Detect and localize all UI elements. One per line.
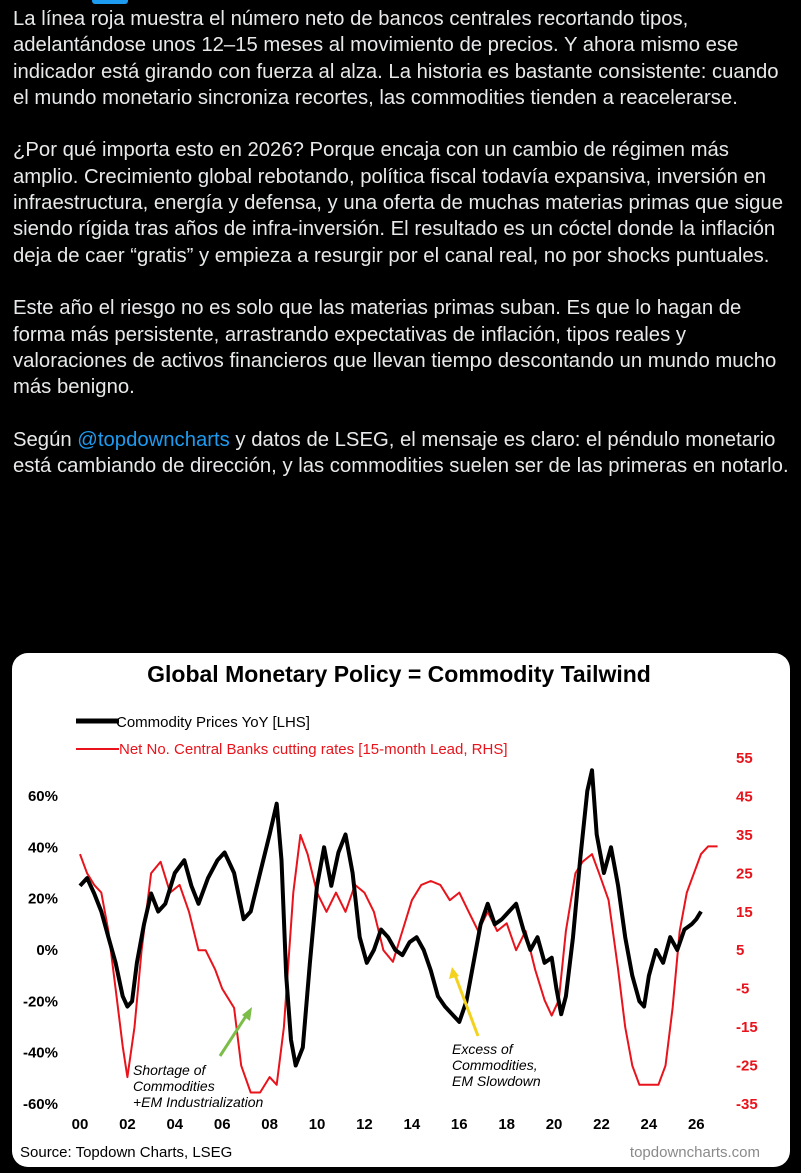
y-right-tick-label: -15 xyxy=(736,1019,758,1036)
top-accent-bar xyxy=(92,0,128,4)
x-axis: 00 02 04 06 08 10 12 14 16 18 20 22 24 26 xyxy=(72,1116,705,1133)
x-tick-label: 18 xyxy=(498,1116,515,1133)
tweet-paragraph-3: Este año el riesgo no es solo que las ma… xyxy=(13,297,777,399)
annotation-excess-line-3: EM Slowdown xyxy=(452,1073,541,1089)
legend-commodity-label: Commodity Prices YoY [LHS] xyxy=(116,714,310,731)
chart-title: Global Monetary Policy = Commodity Tailw… xyxy=(147,661,651,687)
y-right-tick-label: 45 xyxy=(736,788,753,805)
annotation-shortage-line-3: +EM Industrialization xyxy=(133,1094,264,1110)
y-right-tick-label: -25 xyxy=(736,1058,758,1075)
y-axis-left: 60% 40% 20% 0% -20% -40% -60% xyxy=(23,788,58,1113)
x-tick-label: 24 xyxy=(641,1116,658,1133)
y-left-tick-label: -60% xyxy=(23,1096,58,1113)
tweet-paragraph-4: Según @topdowncharts y datos de LSEG, el… xyxy=(13,427,791,480)
chart: Global Monetary Policy = Commodity Tailw… xyxy=(20,661,760,1161)
x-tick-label: 16 xyxy=(451,1116,468,1133)
mention-link[interactable]: @topdowncharts xyxy=(77,428,230,451)
chart-watermark: topdowncharts.com xyxy=(630,1144,760,1161)
annotation-shortage: Shortage of Commodities +EM Industrializ… xyxy=(133,1007,264,1110)
series-banks-line xyxy=(79,833,718,1094)
x-tick-label: 02 xyxy=(119,1116,136,1133)
chart-source: Source: Topdown Charts, LSEG xyxy=(20,1144,232,1161)
x-tick-label: 00 xyxy=(72,1116,89,1133)
x-tick-label: 22 xyxy=(593,1116,610,1133)
tweet-text-before-mention: Según xyxy=(13,428,78,451)
y-left-tick-label: 60% xyxy=(28,788,58,805)
chart-image[interactable]: Global Monetary Policy = Commodity Tailw… xyxy=(12,653,790,1167)
yellow-arrow xyxy=(453,974,480,1037)
x-tick-label: 08 xyxy=(261,1116,278,1133)
tweet-text-after-mention: y datos de LSEG, el mensaje es claro: el… xyxy=(13,428,789,478)
y-right-tick-label: 25 xyxy=(736,865,753,882)
tweet-text: La línea roja muestra el número neto de … xyxy=(13,6,791,479)
y-right-tick-label: 35 xyxy=(736,827,753,844)
tweet-paragraph-2: ¿Por qué importa esto en 2026? Porque en… xyxy=(13,139,783,267)
y-right-tick-label: 55 xyxy=(736,750,753,767)
x-tick-label: 10 xyxy=(309,1116,326,1133)
x-tick-label: 20 xyxy=(546,1116,563,1133)
y-right-tick-label: -5 xyxy=(736,981,749,998)
annotation-excess: Excess of Commodities, EM Slowdown xyxy=(449,967,541,1089)
legend-banks-label: Net No. Central Banks cutting rates [15-… xyxy=(119,741,508,758)
x-tick-label: 12 xyxy=(356,1116,373,1133)
series-commodity-line xyxy=(78,768,703,1068)
yellow-arrowhead xyxy=(449,967,459,979)
y-axis-right: 55 45 35 25 15 5 -5 -15 -25 -35 xyxy=(736,750,758,1113)
y-left-tick-label: 20% xyxy=(28,891,58,908)
green-arrow xyxy=(218,1012,250,1057)
x-tick-label: 06 xyxy=(214,1116,231,1133)
annotation-excess-line-1: Excess of xyxy=(452,1041,515,1057)
tweet-paragraph-1: La línea roja muestra el número neto de … xyxy=(13,8,779,109)
y-right-tick-label: 15 xyxy=(736,904,753,921)
y-left-tick-label: -40% xyxy=(23,1045,58,1062)
annotation-shortage-line-2: Commodities xyxy=(133,1078,215,1094)
annotation-excess-line-2: Commodities, xyxy=(452,1057,538,1073)
y-left-tick-label: -20% xyxy=(23,993,58,1010)
x-tick-label: 26 xyxy=(688,1116,705,1133)
annotation-shortage-line-1: Shortage of xyxy=(133,1062,207,1078)
y-right-tick-label: 5 xyxy=(736,942,744,959)
green-arrowhead xyxy=(242,1007,252,1021)
y-left-tick-label: 0% xyxy=(36,942,58,959)
x-tick-label: 04 xyxy=(166,1116,183,1133)
y-left-tick-label: 40% xyxy=(28,839,58,856)
x-tick-label: 14 xyxy=(404,1116,421,1133)
y-right-tick-label: -35 xyxy=(736,1096,758,1113)
